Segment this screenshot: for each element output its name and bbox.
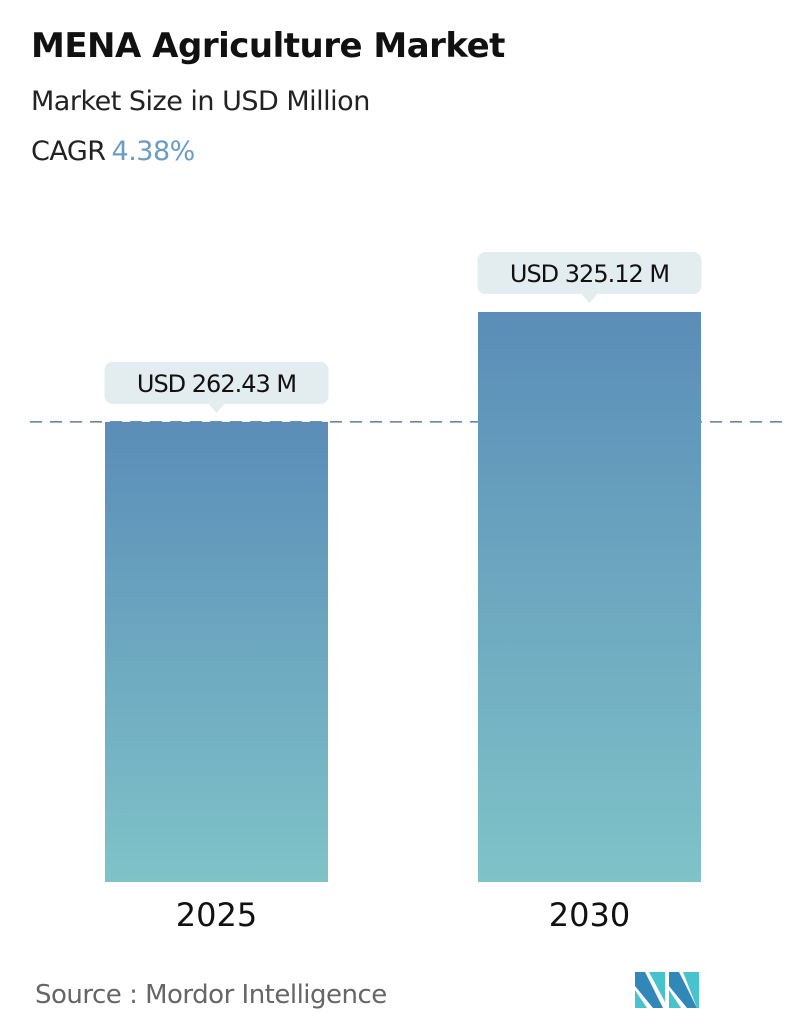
data-label-callout [477,252,702,294]
cagr: CAGR 4.38% [31,136,195,167]
cagr-label: CAGR [31,136,106,167]
x-tick-label: 2025 [176,896,257,934]
data-label: USD 325.12 M [510,260,669,288]
bar-2030 [478,312,701,882]
chart-subtitle: Market Size in USD Million [31,86,370,117]
mordor-logo [635,972,701,1012]
data-label: USD 262.43 M [137,370,296,398]
callout-pointer [208,403,225,413]
source-text: Source : Mordor Intelligence [35,980,387,1010]
chart-title: MENA Agriculture Market [31,26,505,66]
data-label-callout [104,361,329,404]
bar-2025 [105,421,328,882]
callout-pointer [581,294,598,303]
x-tick-label: 2030 [549,896,630,934]
cagr-value: 4.38% [111,136,196,167]
